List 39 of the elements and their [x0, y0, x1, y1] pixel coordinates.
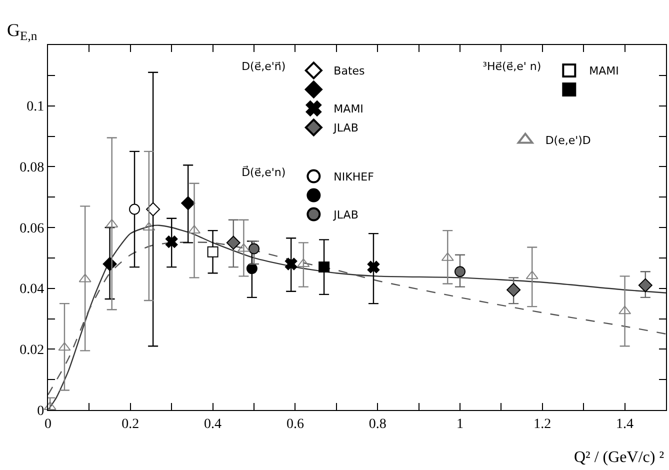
point [367, 260, 380, 274]
point [506, 282, 521, 297]
annotation: ³He⃗(e⃗,e' n) [482, 60, 542, 74]
x-tick-label: 0.6 [286, 416, 304, 432]
point [207, 246, 218, 258]
legend-label: Bates [334, 64, 366, 78]
annotation: D(e⃗,e'n⃗) [242, 60, 286, 74]
x-tick-label: 1.4 [616, 416, 634, 432]
point [318, 262, 330, 273]
x-tick-label: 0.4 [204, 416, 222, 432]
point [181, 196, 196, 210]
annotation: D⃗(e⃗,e'n) [242, 165, 286, 180]
point [226, 236, 240, 250]
point [638, 278, 652, 292]
y-axis-title: G$_{E,n}$ [7, 20, 38, 43]
point [129, 204, 140, 215]
x-tick-label: 1 [456, 416, 464, 432]
y-tick-label: 0.02 [20, 343, 44, 358]
legend-label: JLAB [332, 208, 358, 222]
point [146, 202, 160, 216]
y-tick-label: 0.1 [26, 100, 44, 115]
legend-label: MAMI [589, 64, 619, 78]
point [454, 266, 466, 278]
x-tick-label: 1.2 [534, 416, 552, 432]
y-tick-label: 0.04 [20, 282, 44, 298]
legend-label: NIKHEF [334, 170, 374, 184]
y-tick-label: 0.06 [20, 221, 44, 236]
x-tick-label: 0.2 [122, 416, 140, 432]
point [248, 243, 260, 254]
point [246, 263, 258, 274]
x-tick-label: 0.8 [368, 416, 386, 432]
legend-label: MAMI [334, 102, 364, 116]
point [165, 236, 178, 248]
y-tick-label: 0.08 [20, 160, 44, 176]
legend-label: JLAB [332, 122, 358, 135]
y-tick-label: 0 [37, 404, 44, 419]
legend-label: D(e,e')D [545, 134, 591, 148]
x-axis-title: Q² / (GeV/c) ² [574, 449, 664, 466]
point [284, 258, 298, 270]
